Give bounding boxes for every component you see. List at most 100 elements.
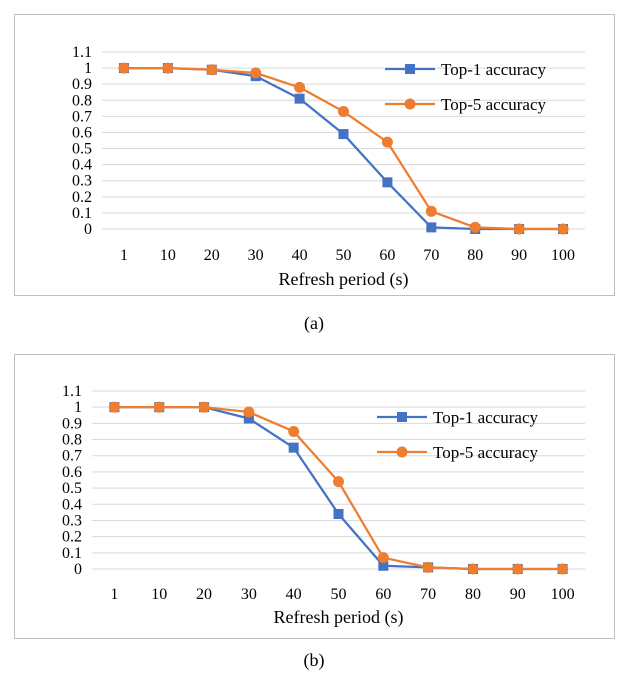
y-tick-label: 1.1 xyxy=(62,383,82,400)
x-tick-label: 70 xyxy=(423,247,439,264)
data-point xyxy=(338,106,349,118)
y-axis-a: 00.10.20.30.40.50.60.70.80.911.1 xyxy=(72,44,92,238)
x-tick-label: 40 xyxy=(286,586,302,603)
data-point xyxy=(333,508,344,519)
data-point xyxy=(288,425,300,437)
data-point xyxy=(426,222,437,233)
chart-panel-b: 0 0.1 0.2 0.3 0.4 0.5 0.6 0.7 0.8 0.9 1 1.1 1 10 20 30 4… xyxy=(14,354,615,639)
data-point xyxy=(382,177,393,188)
chart-panel-a: 0 0.1 0.2 0.3 0.4 0.5 0.6 0.7 0.8 0.9 1 1.1 1 10 20 30 4… xyxy=(14,14,615,296)
series-circle-a xyxy=(118,62,569,235)
y-tick-label: 0 xyxy=(84,221,92,238)
y-tick-label: 0.2 xyxy=(62,529,82,546)
y-tick-label: 0.3 xyxy=(62,512,82,529)
x-tick-label: 60 xyxy=(379,247,395,264)
legend-label: Top-5 accuracy xyxy=(433,443,538,462)
legend-label: Top-1 accuracy xyxy=(441,60,546,79)
data-point xyxy=(512,563,524,575)
y-tick-label: 0.6 xyxy=(72,124,92,141)
x-tick-label: 10 xyxy=(160,247,176,264)
y-tick-label: 0.5 xyxy=(72,141,92,158)
legend-b: Top-1 accuracy Top-5 accuracy xyxy=(377,408,538,462)
y-tick-label: 0.5 xyxy=(62,480,82,497)
y-tick-label: 1.1 xyxy=(72,44,92,61)
x-tick-label: 70 xyxy=(420,586,436,603)
x-axis-title: Refresh period (s) xyxy=(274,607,404,628)
data-point xyxy=(469,221,481,233)
y-tick-label: 0 xyxy=(74,561,82,578)
y-tick-label: 0.9 xyxy=(62,415,82,432)
x-axis-b: 1 10 20 30 40 50 60 70 80 90 100 xyxy=(110,586,574,603)
y-tick-label: 0.6 xyxy=(62,464,82,481)
legend-a: Top-1 accuracy Top-5 accuracy xyxy=(385,60,546,114)
x-tick-label: 50 xyxy=(331,586,347,603)
x-tick-label: 20 xyxy=(204,247,220,264)
y-tick-label: 1 xyxy=(84,60,92,77)
x-tick-label: 10 xyxy=(151,586,167,603)
y-tick-label: 1 xyxy=(74,399,82,416)
data-point xyxy=(377,552,389,564)
legend-label: Top-5 accuracy xyxy=(441,95,546,114)
y-tick-label: 0.1 xyxy=(72,205,92,222)
x-tick-label: 80 xyxy=(465,586,481,603)
chart-b-svg: 00.10.20.30.40.50.60.70.80.911.11 10 20 30 4… xyxy=(62,383,585,628)
y-tick-label: 0.3 xyxy=(72,173,92,190)
y-tick-label: 0.9 xyxy=(72,76,92,93)
data-point xyxy=(198,401,210,413)
data-point xyxy=(425,205,437,217)
x-tick-label: 1 xyxy=(110,586,118,603)
x-axis-a: 1 10 20 30 40 50 60 70 80 90 100 xyxy=(120,247,575,264)
y-axis-b: 00.10.20.30.40.50.60.70.80.911.1 xyxy=(62,383,82,578)
data-point xyxy=(153,401,165,413)
data-point xyxy=(557,563,569,575)
x-tick-label: 20 xyxy=(196,586,212,603)
caption-b: (b) xyxy=(303,650,325,670)
y-tick-label: 0.8 xyxy=(72,92,92,109)
data-point xyxy=(467,563,479,575)
data-point xyxy=(378,560,389,571)
x-axis-title: Refresh period (s) xyxy=(279,269,409,290)
data-point xyxy=(108,401,120,413)
data-point xyxy=(381,136,393,148)
legend-swatch-marker xyxy=(397,412,407,422)
x-tick-label: 80 xyxy=(467,247,483,264)
data-point xyxy=(118,62,130,74)
y-tick-label: 0.7 xyxy=(62,448,82,465)
data-point xyxy=(338,129,349,140)
series-circle-b xyxy=(108,401,569,575)
data-point xyxy=(243,413,254,424)
data-point xyxy=(162,62,174,74)
data-point xyxy=(333,476,344,488)
data-point xyxy=(250,67,262,79)
legend-swatch-marker xyxy=(405,64,415,74)
x-tick-label: 30 xyxy=(248,247,264,264)
chart-a-svg: 00.10.20.30.40.50.60.70.80.911.11 10 20 30 4… xyxy=(72,44,585,290)
x-tick-label: 40 xyxy=(292,247,308,264)
data-point xyxy=(243,406,255,418)
caption-a: (a) xyxy=(304,313,324,333)
y-tick-label: 0.8 xyxy=(62,432,82,449)
data-point xyxy=(288,442,299,453)
x-tick-label: 100 xyxy=(551,247,575,264)
y-tick-label: 0.7 xyxy=(72,108,92,125)
legend-label: Top-1 accuracy xyxy=(433,408,538,427)
data-point xyxy=(513,223,525,235)
x-tick-label: 30 xyxy=(241,586,257,603)
x-tick-label: 60 xyxy=(375,586,391,603)
data-point xyxy=(557,223,569,235)
x-tick-label: 1 xyxy=(120,247,128,264)
legend-swatch-marker xyxy=(404,98,416,110)
x-tick-label: 90 xyxy=(511,247,527,264)
data-point xyxy=(422,561,434,573)
x-tick-label: 50 xyxy=(336,247,352,264)
x-tick-label: 90 xyxy=(510,586,526,603)
data-point xyxy=(294,81,306,93)
y-tick-label: 0.1 xyxy=(62,545,82,562)
legend-swatch-marker xyxy=(396,446,408,458)
y-tick-label: 0.4 xyxy=(72,157,92,174)
x-tick-label: 100 xyxy=(551,586,575,603)
y-tick-label: 0.2 xyxy=(72,189,92,206)
y-tick-label: 0.4 xyxy=(62,496,82,513)
data-point xyxy=(294,93,305,104)
data-point xyxy=(206,64,218,76)
